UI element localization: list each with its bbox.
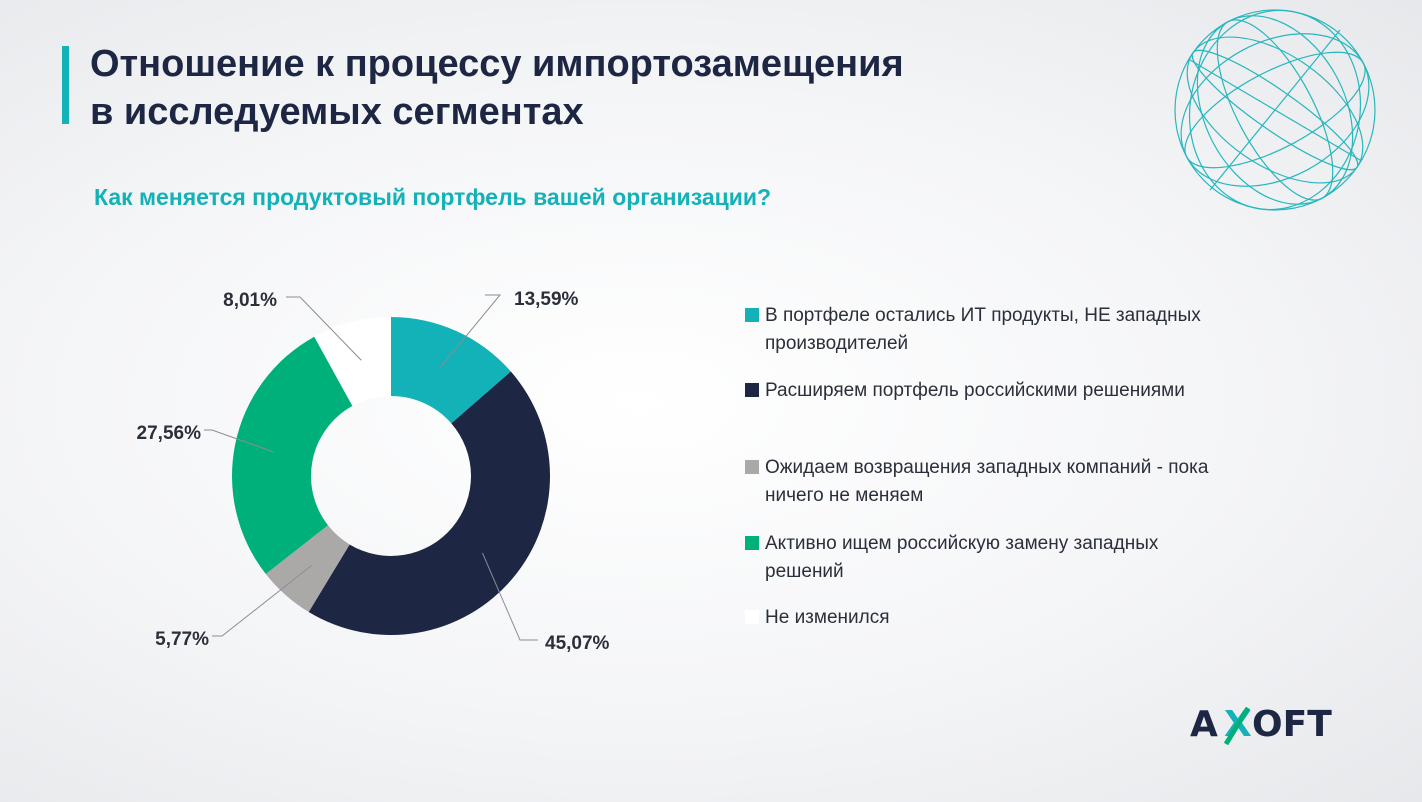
chart-question: Как меняется продуктовый портфель вашей … <box>94 184 772 210</box>
legend-label: В портфеле остались ИТ продукты, НЕ запа… <box>765 305 1201 354</box>
donut-slice <box>308 371 550 635</box>
data-label: 45,07% <box>545 633 610 654</box>
legend-label: Расширяем портфель российскими решениями <box>765 380 1185 401</box>
axoft-logo: A X OFT <box>1190 704 1332 746</box>
legend-swatch <box>745 383 759 397</box>
legend-label: Ожидаем возвращения западных компаний - … <box>765 457 1209 506</box>
legend-item: Активно ищем российскую замену западных … <box>745 530 1265 586</box>
leader-line <box>212 565 313 637</box>
data-label: 13,59% <box>514 289 579 310</box>
legend-label: Не изменился <box>765 607 890 628</box>
title-line-2: в исследуемых сегментах <box>90 91 584 133</box>
donut-slice <box>231 336 353 575</box>
leader-line <box>204 429 275 453</box>
data-label: 8,01% <box>223 290 277 311</box>
donut-slice <box>314 317 391 406</box>
logo-text-a: A <box>1190 704 1218 745</box>
legend-item: Ожидаем возвращения западных компаний - … <box>745 454 1265 510</box>
legend-swatch <box>745 460 759 474</box>
legend-swatch <box>745 536 759 550</box>
globe-icon <box>1174 9 1376 211</box>
legend-item: Расширяем портфель российскими решениями <box>745 377 1265 405</box>
title-accent-bar <box>62 46 69 124</box>
title-line-1: Отношение к процессу импортозамещения <box>90 43 904 85</box>
data-label: 5,77% <box>155 629 209 650</box>
leader-line <box>482 552 538 641</box>
leader-line <box>440 294 502 368</box>
donut-slice <box>391 317 511 424</box>
legend-swatch <box>745 308 759 322</box>
legend-label: Активно ищем российскую замену западных … <box>765 533 1159 582</box>
leader-line <box>286 296 362 361</box>
legend-item: Не изменился <box>745 604 1265 632</box>
legend-item: В портфеле остались ИТ продукты, НЕ запа… <box>745 302 1265 358</box>
data-label: 27,56% <box>137 423 202 444</box>
logo-text-oft: OFT <box>1252 704 1332 745</box>
legend-swatch <box>745 610 759 624</box>
page-title: Отношение к процессу импортозамещения в … <box>90 40 904 136</box>
